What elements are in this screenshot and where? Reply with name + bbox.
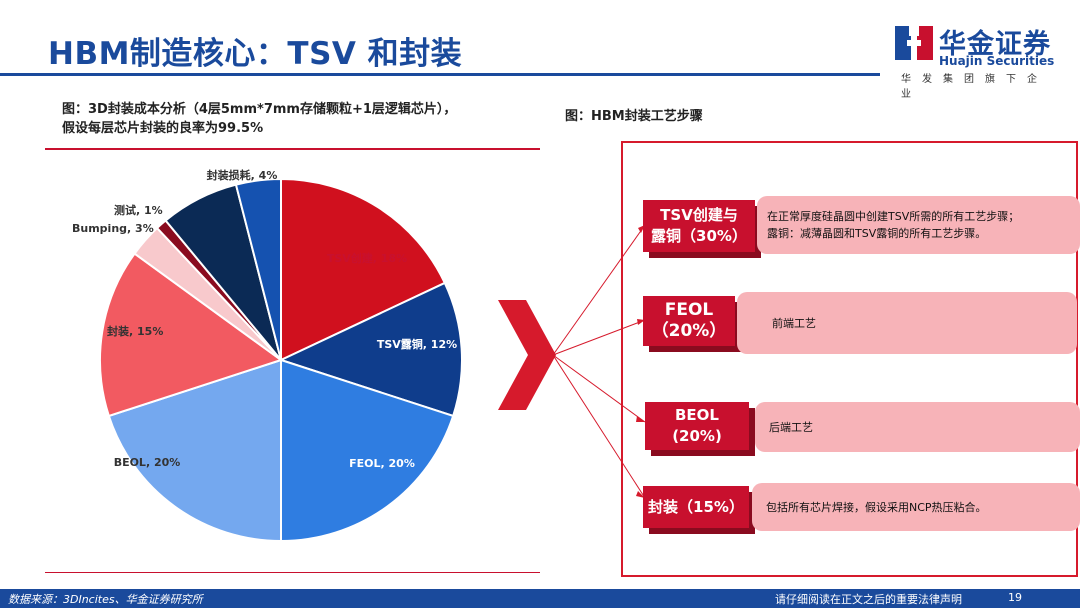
pie-slice — [280, 358, 455, 543]
pie-data-label: TSV露铜, 12% — [377, 337, 457, 351]
cost-pie-chart: TSV创建, 18% TSV露铜, 12% FEOL, 20% BEOL, 20% 封装… — [72, 168, 463, 543]
chevron-right-icon — [498, 300, 556, 410]
pie-data-label: BEOL, 20% — [114, 456, 181, 469]
pie-data-label: FEOL, 20% — [349, 457, 415, 470]
logo-chinese-name: 华金证券 — [939, 29, 1051, 60]
step-label: FEOL （20%） — [643, 296, 741, 352]
step-description: 后端工艺 — [755, 402, 1080, 452]
chart-caption-line-2: 假设每层芯片封装的良率为99.5% — [62, 121, 264, 136]
step-label-line: （20%） — [651, 321, 727, 341]
pie-slice — [107, 358, 282, 543]
logo-english-name: Huajin Securities — [939, 54, 1055, 68]
page-number: 19 — [1008, 591, 1022, 604]
pie-data-label: TSV创建, 18% — [327, 251, 407, 265]
footer-bar: 数据来源：3DIncites、华金证券研究所 请仔细阅读在正文之后的重要法律声明… — [0, 589, 1080, 608]
title-divider — [0, 73, 880, 76]
footer-legal-note: 请仔细阅读在正文之后的重要法律声明 — [775, 593, 962, 606]
pie-slice — [280, 177, 447, 362]
step-description-line: 露铜：减薄晶圆和TSV露铜的所有工艺步骤。 — [767, 227, 987, 240]
chart-caption: 图：3D封装成本分析（4层5mm*7mm存储颗粒+1层逻辑芯片）， 假设每层芯片… — [62, 100, 532, 138]
step-description: 在正常厚度硅晶圆中创建TSV所需的所有工艺步骤； 露铜：减薄晶圆和TSV露铜的所… — [757, 196, 1080, 254]
step-description-line: 包括所有芯片焊接，假设采用NCP热压粘合。 — [766, 500, 987, 514]
chart-caption-line-1: 图：3D封装成本分析（4层5mm*7mm存储颗粒+1层逻辑芯片）， — [62, 102, 457, 117]
step-label-line: 封装（15%） — [648, 497, 744, 516]
pie-slice — [278, 281, 463, 418]
footer-source: 数据来源：3DIncites、华金证券研究所 — [8, 593, 203, 606]
process-caption: 图：HBM封装工艺步骤 — [565, 109, 703, 124]
step-description-line: 在正常厚度硅晶圆中创建TSV所需的所有工艺步骤； — [767, 210, 1020, 223]
pie-slice — [99, 252, 284, 418]
connector-lines — [552, 224, 646, 499]
step-label: TSV创建与 露铜（30%） — [643, 200, 761, 258]
step-label: 封装（15%） — [643, 486, 755, 534]
pie-data-label: 封装, 15% — [107, 324, 163, 338]
step-description: 前端工艺 — [737, 292, 1077, 354]
huajin-logo-icon — [893, 22, 935, 64]
step-label-line: TSV创建与 — [660, 206, 738, 224]
step-description-line: 后端工艺 — [769, 420, 813, 434]
connector-line — [552, 319, 646, 356]
connector-line — [552, 354, 646, 499]
pie-data-label: 封装损耗, 4% — [207, 168, 278, 182]
pie-slice — [234, 177, 282, 361]
step-description: 包括所有芯片焊接，假设采用NCP热压粘合。 — [752, 483, 1080, 531]
step-label: BEOL (20%) — [645, 402, 755, 456]
step-label-line: FEOL — [664, 300, 714, 320]
caption-divider — [45, 148, 540, 150]
step-label-line: (20%) — [672, 427, 722, 445]
company-logo: 华金证券 Huajin Securities 华发集团旗下企业 — [893, 22, 1068, 100]
process-steps-panel — [621, 141, 1078, 577]
logo-subtitle: 华发集团旗下企业 — [901, 74, 1048, 100]
connector-line — [552, 224, 646, 356]
step-description-line: 前端工艺 — [772, 316, 816, 330]
pie-data-label: 测试, 1% — [114, 203, 163, 217]
pie-data-label: Bumping, 3% — [72, 222, 154, 235]
connector-line — [552, 354, 646, 423]
step-label-line: BEOL — [675, 406, 719, 424]
page-title: HBM制造核心：TSV 和封装 — [48, 36, 463, 72]
chart-bottom-divider — [45, 572, 540, 573]
step-label-line: 露铜（30%） — [651, 227, 747, 245]
